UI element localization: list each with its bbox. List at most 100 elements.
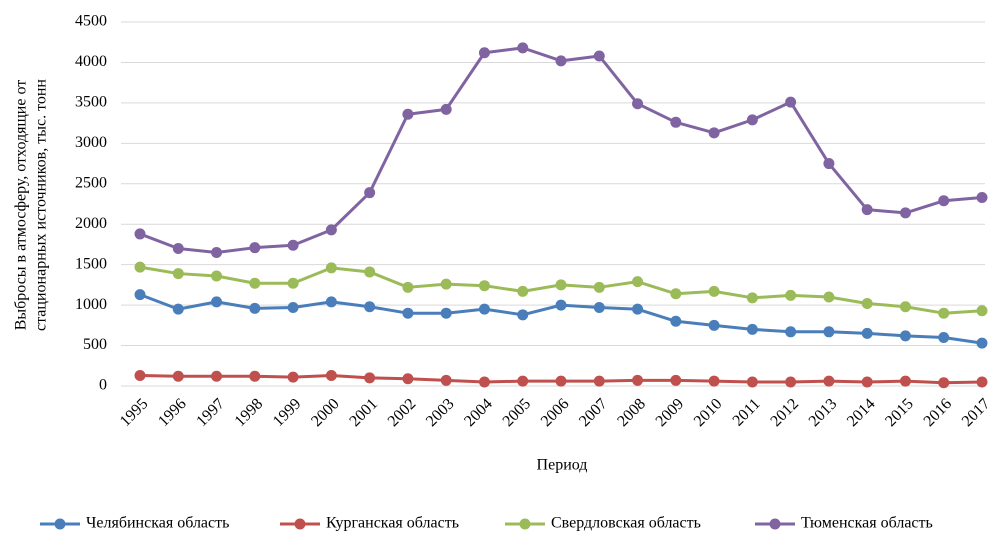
point (249, 302, 261, 314)
y-axis-label-line: стационарных источников, тыс. тонн (33, 79, 50, 331)
point (555, 375, 567, 387)
series-line (139, 46, 983, 255)
point (172, 268, 184, 280)
point (134, 228, 146, 240)
legend-marker (519, 518, 531, 530)
point (478, 47, 490, 59)
point (402, 281, 414, 293)
point (670, 315, 682, 327)
x-tick-label: 2003 (423, 395, 458, 430)
x-tick-label: 1996 (155, 395, 190, 430)
y-tick-label: 2500 (75, 174, 107, 191)
point (172, 303, 184, 315)
point (287, 277, 299, 289)
point (325, 296, 337, 308)
point (899, 375, 911, 387)
point (823, 326, 835, 338)
point (670, 116, 682, 128)
point (440, 103, 452, 115)
point (861, 297, 873, 309)
point (938, 331, 950, 343)
point (555, 55, 567, 67)
y-axis-label-line: Выбросы в атмосферу, отходящие от (13, 80, 30, 331)
point (517, 42, 529, 54)
point (134, 289, 146, 301)
point (249, 242, 261, 254)
point (249, 370, 261, 382)
point (440, 278, 452, 290)
point (134, 369, 146, 381)
legend-label: Тюменская область (801, 515, 933, 532)
legend-marker (294, 518, 306, 530)
point (823, 291, 835, 303)
point (938, 377, 950, 389)
y-tick-label: 4500 (75, 13, 107, 30)
point (517, 375, 529, 387)
legend-label: Челябинская область (86, 515, 229, 532)
point (632, 374, 644, 386)
point (899, 330, 911, 342)
point (172, 242, 184, 254)
point (785, 289, 797, 301)
point (746, 114, 758, 126)
point (746, 376, 758, 388)
point (976, 305, 988, 317)
x-tick-label: 2014 (844, 395, 879, 430)
point (785, 376, 797, 388)
x-tick-label: 2010 (691, 395, 726, 430)
point (746, 323, 758, 335)
point (402, 108, 414, 120)
point (938, 195, 950, 207)
point (899, 207, 911, 219)
y-tick-label: 0 (99, 377, 107, 394)
point (325, 224, 337, 236)
x-tick-label: 2017 (959, 395, 990, 430)
x-tick-label: 2004 (461, 395, 496, 430)
point (134, 261, 146, 273)
point (593, 375, 605, 387)
x-tick-label: 2015 (882, 395, 917, 430)
x-tick-label: 1998 (232, 395, 267, 430)
legend-label: Свердловская область (551, 515, 701, 532)
point (632, 303, 644, 315)
x-tick-label: 2007 (576, 395, 611, 430)
point (670, 288, 682, 300)
point (440, 307, 452, 319)
point (976, 192, 988, 204)
point (287, 239, 299, 251)
point (976, 376, 988, 388)
x-axis-label: Период (537, 457, 588, 474)
legend-item: Курганская область (280, 515, 459, 532)
point (325, 262, 337, 274)
x-tick-label: 2012 (767, 395, 802, 430)
point (517, 285, 529, 297)
point (555, 279, 567, 291)
point (478, 303, 490, 315)
point (708, 375, 720, 387)
legend-marker (769, 518, 781, 530)
point (785, 326, 797, 338)
point (249, 277, 261, 289)
point (364, 301, 376, 313)
y-tick-label: 1500 (75, 255, 107, 272)
y-tick-label: 500 (83, 336, 107, 353)
point (364, 266, 376, 278)
point (632, 98, 644, 110)
point (364, 372, 376, 384)
legend-marker (54, 518, 66, 530)
x-tick-label: 2005 (500, 395, 535, 430)
point (440, 374, 452, 386)
point (708, 319, 720, 331)
x-tick-label: 2009 (653, 395, 688, 430)
y-tick-label: 3000 (75, 134, 107, 151)
point (861, 204, 873, 216)
point (861, 327, 873, 339)
y-tick-label: 4000 (75, 53, 107, 70)
point (478, 376, 490, 388)
point (823, 158, 835, 170)
x-tick-label: 2016 (921, 395, 956, 430)
legend-item: Тюменская область (755, 515, 933, 532)
x-tick-label: 2002 (385, 395, 420, 430)
legend-item: Свердловская область (505, 515, 701, 532)
